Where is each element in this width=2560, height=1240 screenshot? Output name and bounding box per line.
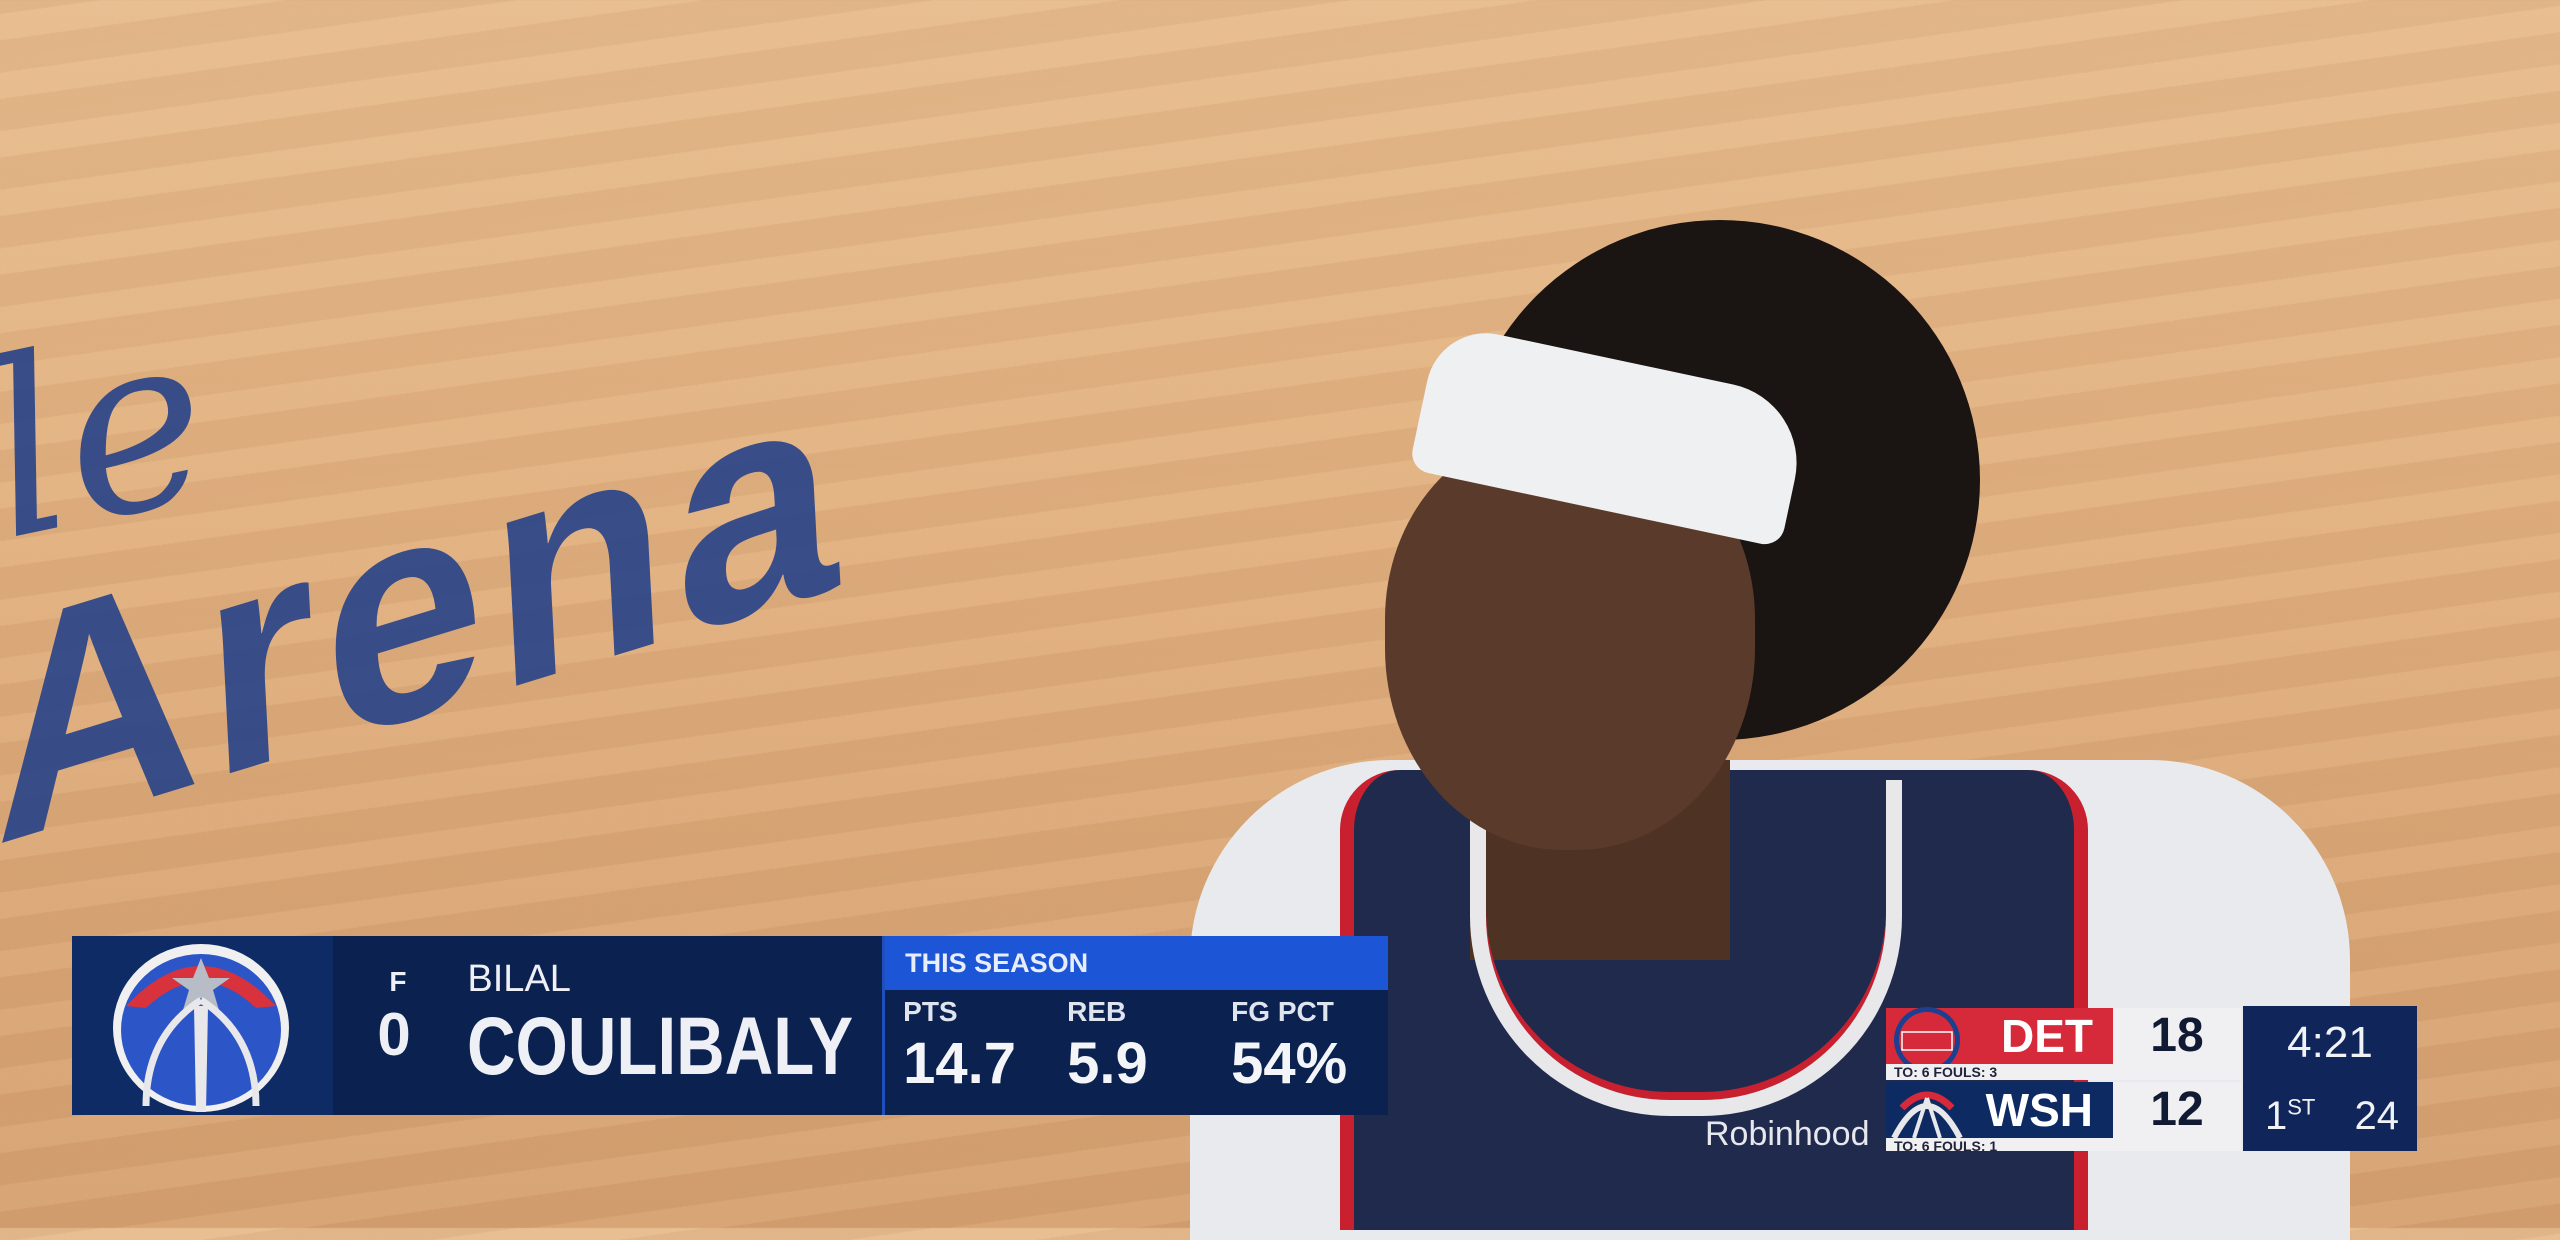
- player-lower-third: F 0 BILAL COULIBALY THIS SEASON PTS 14.7…: [72, 936, 1388, 1115]
- team-score: 18: [2113, 1008, 2241, 1064]
- game-clock: 4:21: [2287, 1018, 2373, 1067]
- stat-value: 5.9: [1067, 1031, 1148, 1096]
- stat-fg-pct: FG PCT 54%: [1231, 996, 1347, 1097]
- jersey-sponsor: Robinhood: [1705, 1115, 1870, 1153]
- stat-pts: PTS 14.7: [903, 996, 1016, 1097]
- game-clock-box: 4:21 1ST 24: [2243, 1006, 2417, 1151]
- scoreboard: DET 18 TO: 6 FOULS: 3 WSH 12 TO: 6 FOULS…: [1886, 1006, 2417, 1154]
- period-suffix: ST: [2287, 1094, 2316, 1120]
- period-number: 1: [2265, 1094, 2288, 1138]
- player-last-name: COULIBALY: [467, 1001, 854, 1092]
- stats-header: THIS SEASON: [885, 936, 1388, 990]
- stat-reb: REB 5.9: [1067, 996, 1148, 1097]
- team-score: 12: [2113, 1082, 2241, 1138]
- team-logo-section: [72, 936, 334, 1115]
- period: 1ST: [2265, 1094, 2315, 1139]
- team-row-det: DET 18: [1886, 1007, 2241, 1066]
- stat-label: FG PCT: [1231, 996, 1334, 1027]
- player-number: 0: [377, 1001, 411, 1068]
- stat-value: 54%: [1231, 1031, 1348, 1096]
- stat-label: PTS: [903, 996, 958, 1027]
- team-info: TO: 6 FOULS: 3: [1886, 1064, 2241, 1080]
- team-info: TO: 6 FOULS: 1: [1886, 1138, 2241, 1154]
- wizards-logo-icon: [1891, 1091, 1963, 1140]
- player-position: F: [389, 966, 407, 997]
- team-row-wsh: WSH 12: [1886, 1082, 2241, 1140]
- wizards-logo-icon: [113, 944, 289, 1112]
- season-stats: THIS SEASON PTS 14.7 REB 5.9 FG PCT 54%: [882, 936, 1388, 1115]
- player-name-section: F 0 BILAL COULIBALY: [333, 936, 883, 1115]
- stat-label: REB: [1067, 996, 1127, 1027]
- shot-clock: 24: [2354, 1094, 2400, 1138]
- player-first-name: BILAL: [467, 958, 571, 1000]
- pistons-logo-icon: [1894, 1007, 1960, 1066]
- stat-value: 14.7: [903, 1031, 1017, 1096]
